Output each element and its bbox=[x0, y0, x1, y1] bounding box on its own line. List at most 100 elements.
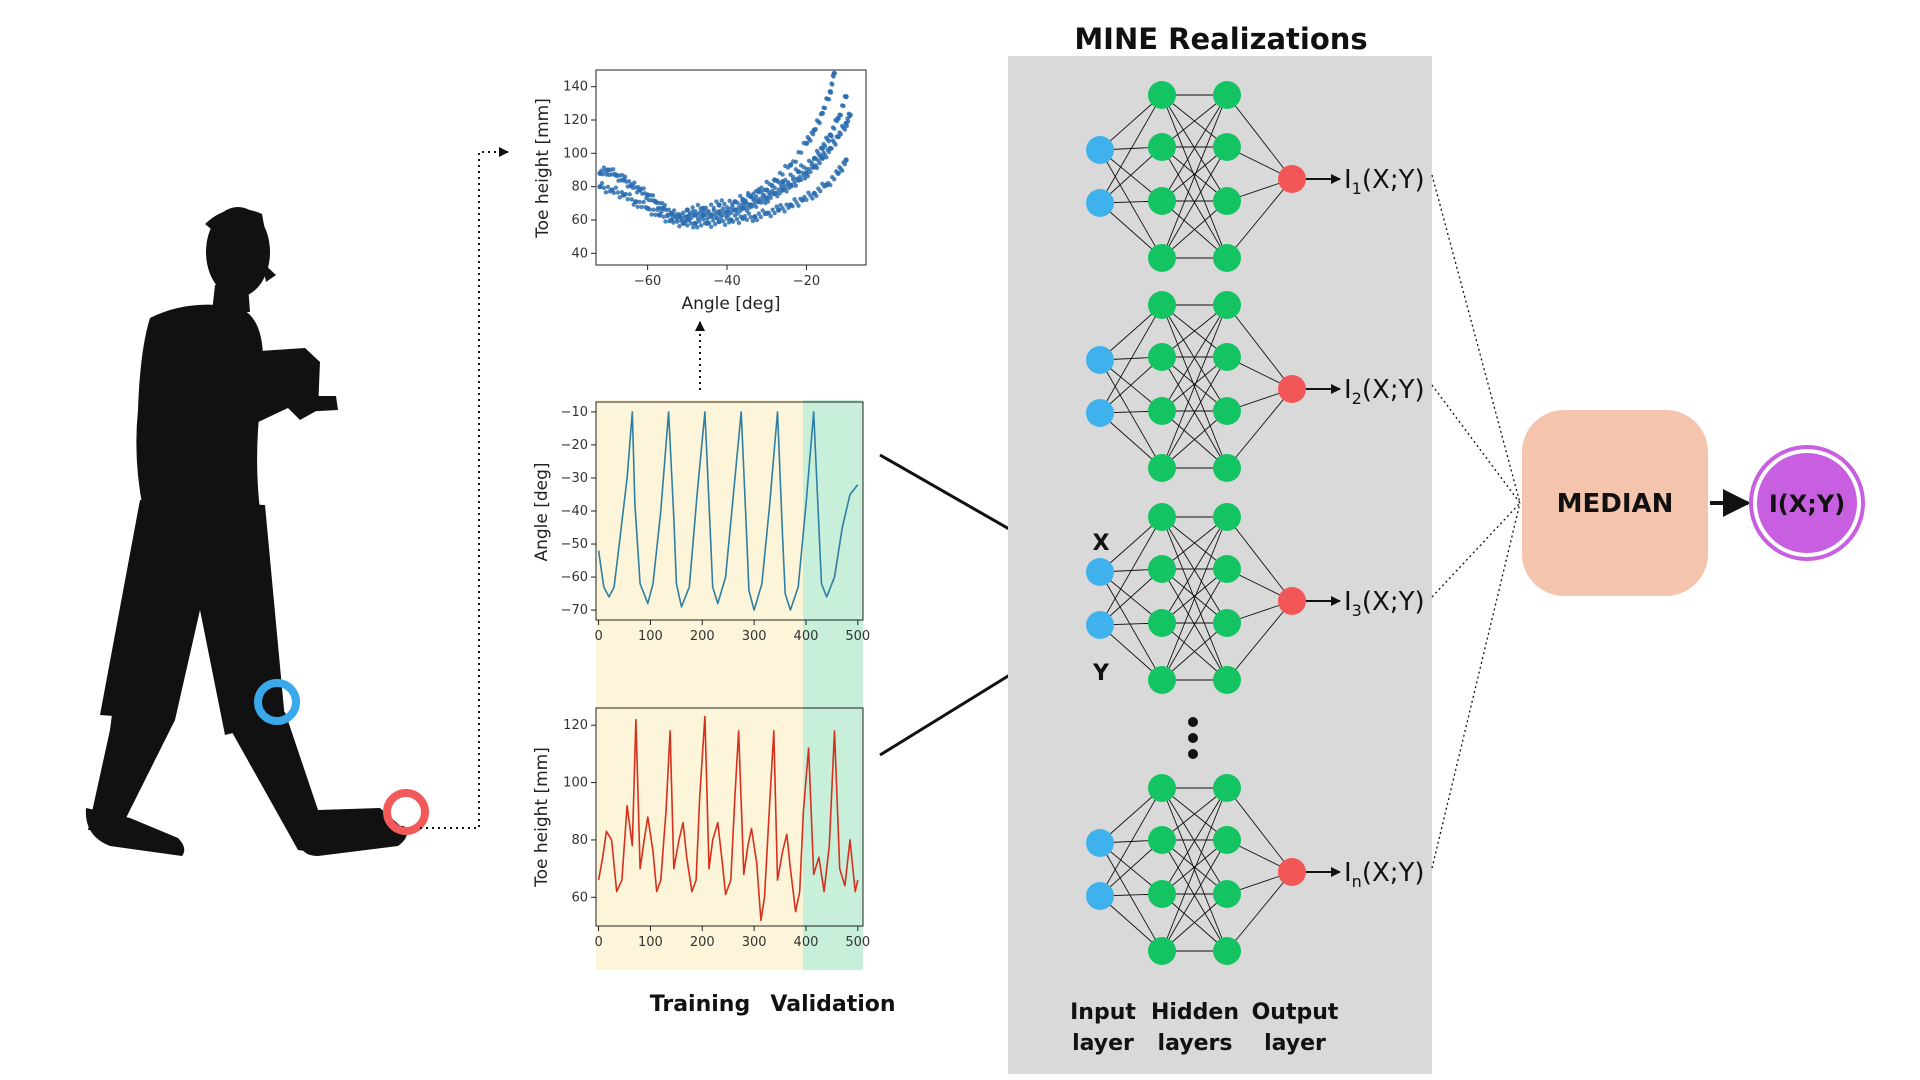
hidden-node bbox=[1213, 666, 1241, 694]
training-label: Training bbox=[650, 992, 750, 1017]
scatter-point bbox=[637, 199, 642, 205]
scatter-point bbox=[775, 194, 780, 199]
scatter-point bbox=[714, 215, 720, 221]
hidden-node bbox=[1148, 81, 1176, 109]
scatter-point bbox=[798, 150, 804, 155]
scatter-point bbox=[787, 162, 794, 168]
toe-ytick-label: 80 bbox=[571, 833, 588, 848]
toe-series-line bbox=[597, 715, 859, 922]
scatter-point bbox=[712, 222, 718, 227]
hidden-node bbox=[1213, 555, 1241, 583]
scatter-point bbox=[701, 217, 706, 222]
scatter-point bbox=[650, 193, 656, 198]
output-label-1: I1(X;Y) bbox=[1344, 165, 1425, 198]
scatter-point bbox=[625, 197, 630, 202]
scatter-point bbox=[789, 183, 795, 189]
scatter-point bbox=[813, 156, 818, 161]
scatter-point bbox=[687, 217, 692, 222]
scatter-ytick-label: 40 bbox=[571, 246, 588, 261]
scatter-point bbox=[627, 192, 632, 197]
toe-xtick-label: 300 bbox=[742, 935, 767, 950]
edge bbox=[1226, 871, 1293, 952]
scatter-point bbox=[691, 225, 696, 230]
angle-xtick-label: 500 bbox=[845, 629, 870, 644]
scatter-point bbox=[773, 190, 779, 195]
output-node bbox=[1278, 858, 1306, 886]
toe-ytick-label: 100 bbox=[563, 776, 588, 791]
input-node bbox=[1086, 136, 1114, 164]
scatter-point bbox=[703, 205, 709, 210]
output-label-main: I bbox=[1344, 858, 1352, 888]
scatter-point bbox=[803, 140, 810, 146]
toe-to-scatter-connector bbox=[420, 147, 509, 829]
hidden-node bbox=[1213, 826, 1241, 854]
scatter-point bbox=[832, 177, 837, 182]
scatter-point bbox=[792, 197, 797, 202]
scatter-point bbox=[681, 210, 686, 215]
hidden-node bbox=[1148, 454, 1176, 482]
scatter-point bbox=[817, 120, 822, 126]
scatter-point bbox=[742, 213, 748, 219]
mine-network-2 bbox=[1086, 291, 1306, 482]
scatter-point bbox=[768, 214, 773, 219]
training-region bbox=[596, 400, 803, 970]
scatter-point bbox=[695, 225, 700, 230]
toe-xtick-label: 200 bbox=[690, 935, 715, 950]
scatter-point bbox=[813, 127, 818, 132]
toe-ytick-label: 120 bbox=[563, 718, 588, 733]
scatter-point bbox=[697, 219, 702, 224]
scatter-point bbox=[651, 207, 656, 212]
scatter-point bbox=[611, 167, 616, 172]
scatter-point bbox=[766, 210, 771, 215]
output-label-rest: (X;Y) bbox=[1362, 165, 1425, 195]
knee-marker bbox=[254, 679, 300, 725]
scatter-point bbox=[829, 134, 834, 139]
output-label-2: I2(X;Y) bbox=[1344, 375, 1425, 408]
edge bbox=[1099, 787, 1163, 897]
toe-plot-area bbox=[595, 707, 864, 927]
edge bbox=[1099, 94, 1163, 204]
scatter-point bbox=[749, 204, 755, 209]
scatter-point bbox=[699, 223, 704, 228]
scatter-point bbox=[842, 127, 848, 132]
scatter-point bbox=[768, 195, 773, 201]
network-edges bbox=[1099, 516, 1293, 681]
scatter-point bbox=[692, 220, 698, 226]
scatter-point bbox=[633, 199, 639, 205]
scatter-point bbox=[599, 181, 605, 186]
scatter-point bbox=[727, 198, 732, 203]
edge bbox=[1226, 600, 1293, 681]
hidden-node bbox=[1213, 397, 1241, 425]
angle-ytick-label: −40 bbox=[561, 504, 588, 519]
output-node bbox=[1278, 587, 1306, 615]
mine-network-3 bbox=[1086, 503, 1306, 694]
angle-ytick-label: −30 bbox=[561, 471, 588, 486]
network-edges bbox=[1099, 304, 1293, 469]
scatter-point bbox=[843, 157, 849, 163]
hidden-node bbox=[1148, 826, 1176, 854]
scatter-point bbox=[758, 214, 763, 220]
scatter-point bbox=[683, 219, 688, 224]
input-layer-label-1: Input bbox=[1070, 1000, 1136, 1025]
scatter-point bbox=[599, 168, 604, 173]
scatter-point bbox=[601, 185, 607, 190]
toe-y-label: Toe height [mm] bbox=[532, 747, 552, 888]
edge bbox=[1161, 304, 1228, 469]
scatter-point bbox=[662, 202, 668, 208]
ellipsis-dot-1 bbox=[1188, 717, 1198, 727]
scatter-point bbox=[833, 142, 838, 147]
scatter-point bbox=[635, 204, 640, 209]
scatter-point bbox=[641, 199, 646, 205]
scatter-point bbox=[759, 200, 764, 205]
scatter-point bbox=[632, 180, 637, 185]
hidden-node bbox=[1213, 343, 1241, 371]
scatter-point bbox=[842, 162, 848, 167]
scatter-point bbox=[776, 187, 781, 192]
input-node bbox=[1086, 558, 1114, 586]
scatter-xtick-label: −20 bbox=[793, 274, 820, 289]
scatter-point bbox=[685, 223, 690, 228]
scatter-point bbox=[665, 214, 670, 219]
scatter-point bbox=[808, 169, 813, 175]
edge bbox=[1161, 356, 1228, 412]
scatter-point bbox=[716, 202, 722, 208]
